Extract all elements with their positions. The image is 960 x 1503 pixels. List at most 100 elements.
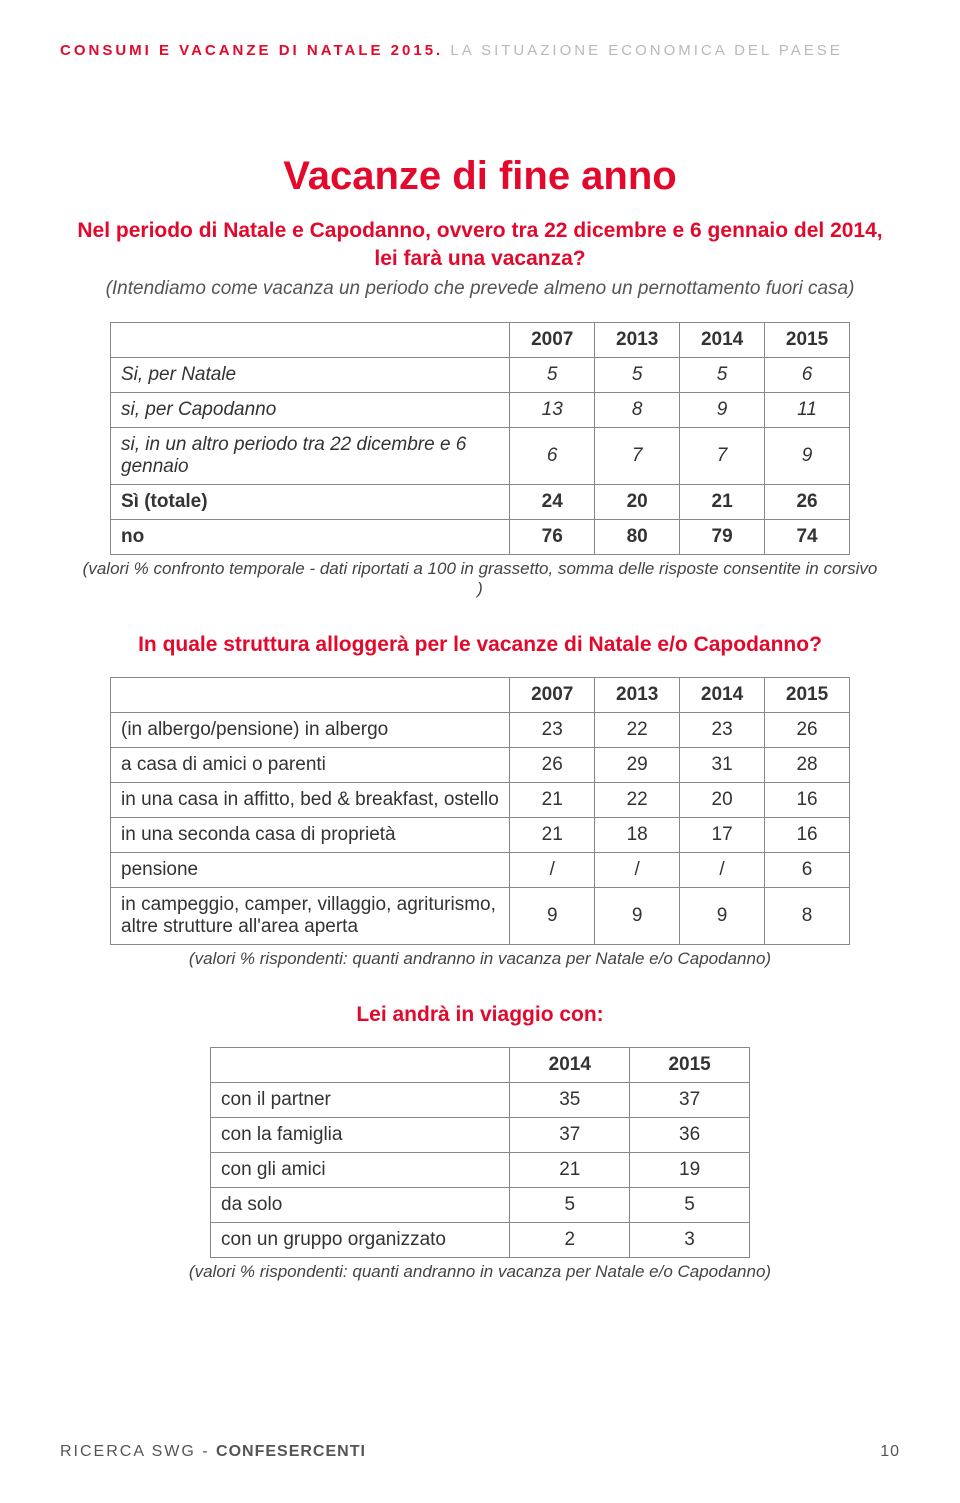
row-label: con la famiglia: [211, 1117, 510, 1152]
row-value: 7: [595, 427, 680, 484]
table-row: in una seconda casa di proprietà21181716: [111, 817, 850, 852]
row-value: 74: [765, 519, 850, 554]
row-value: 22: [595, 712, 680, 747]
question-3: Lei andrà in viaggio con:: [60, 1003, 900, 1027]
row-value: 8: [595, 392, 680, 427]
row-value: 6: [765, 852, 850, 887]
page-header: CONSUMI E VACANZE DI NATALE 2015. LA SIT…: [60, 42, 900, 59]
row-value: 20: [595, 484, 680, 519]
table-header-year: 2013: [595, 677, 680, 712]
table-header-year: 2013: [595, 322, 680, 357]
row-value: 31: [680, 747, 765, 782]
table-header-year: 2015: [630, 1047, 750, 1082]
row-value: 28: [765, 747, 850, 782]
table-header-year: 2007: [510, 322, 595, 357]
table-header-year: 2015: [765, 677, 850, 712]
row-value: /: [510, 852, 595, 887]
table-row: con gli amici2119: [211, 1152, 750, 1187]
header-red: CONSUMI E VACANZE DI NATALE 2015.: [60, 42, 443, 59]
row-value: 29: [595, 747, 680, 782]
row-value: 37: [630, 1082, 750, 1117]
row-value: 18: [595, 817, 680, 852]
table-1-note: (valori % confronto temporale - dati rip…: [60, 559, 900, 599]
row-value: 37: [510, 1117, 630, 1152]
row-label: si, per Capodanno: [111, 392, 510, 427]
row-value: 26: [510, 747, 595, 782]
table-row: in una casa in affitto, bed & breakfast,…: [111, 782, 850, 817]
row-value: 5: [630, 1187, 750, 1222]
row-value: 13: [510, 392, 595, 427]
table-2: 2007201320142015 (in albergo/pensione) i…: [110, 677, 850, 945]
row-label: con gli amici: [211, 1152, 510, 1187]
row-value: 21: [510, 1152, 630, 1187]
row-label: (in albergo/pensione) in albergo: [111, 712, 510, 747]
footer-left-plain: RICERCA SWG -: [60, 1443, 216, 1460]
row-value: 7: [680, 427, 765, 484]
row-value: 5: [510, 357, 595, 392]
table-row: pensione///6: [111, 852, 850, 887]
page-title: Vacanze di fine anno: [60, 154, 900, 199]
row-value: 23: [680, 712, 765, 747]
table-row: da solo55: [211, 1187, 750, 1222]
row-value: 9: [680, 887, 765, 944]
row-value: 3: [630, 1222, 750, 1257]
row-label: pensione: [111, 852, 510, 887]
row-label: con un gruppo organizzato: [211, 1222, 510, 1257]
table-header-year: 2015: [765, 322, 850, 357]
row-label: Sì (totale): [111, 484, 510, 519]
footer-page-number: 10: [880, 1443, 900, 1461]
row-value: 6: [765, 357, 850, 392]
row-label: in campeggio, camper, villaggio, agritur…: [111, 887, 510, 944]
table-3-note: (valori % rispondenti: quanti andranno i…: [60, 1262, 900, 1282]
row-value: 16: [765, 782, 850, 817]
footer-left-bold: CONFESERCENTI: [216, 1443, 366, 1460]
row-value: 24: [510, 484, 595, 519]
row-value: 9: [680, 392, 765, 427]
row-value: 5: [510, 1187, 630, 1222]
table-header-blank: [111, 322, 510, 357]
table-row: si, in un altro periodo tra 22 dicembre …: [111, 427, 850, 484]
table-row: si, per Capodanno138911: [111, 392, 850, 427]
row-value: 21: [510, 782, 595, 817]
table-header-year: 2007: [510, 677, 595, 712]
row-value: 23: [510, 712, 595, 747]
question-1-explain: (Intendiamo come vacanza un periodo che …: [60, 278, 900, 300]
row-value: 35: [510, 1082, 630, 1117]
table-header-blank: [111, 677, 510, 712]
row-value: 16: [765, 817, 850, 852]
row-value: 26: [765, 484, 850, 519]
table-row: con il partner3537: [211, 1082, 750, 1117]
row-label: da solo: [211, 1187, 510, 1222]
table-2-note: (valori % rispondenti: quanti andranno i…: [60, 949, 900, 969]
row-label: si, in un altro periodo tra 22 dicembre …: [111, 427, 510, 484]
header-grey: LA SITUAZIONE ECONOMICA DEL PAESE: [450, 42, 842, 59]
row-label: a casa di amici o parenti: [111, 747, 510, 782]
table-header-year: 2014: [510, 1047, 630, 1082]
table-row: con la famiglia3736: [211, 1117, 750, 1152]
table-1: 2007201320142015 Si, per Natale5556si, p…: [110, 322, 850, 555]
row-label: con il partner: [211, 1082, 510, 1117]
table-row: Si, per Natale5556: [111, 357, 850, 392]
row-value: 9: [510, 887, 595, 944]
row-value: 17: [680, 817, 765, 852]
row-value: 80: [595, 519, 680, 554]
table-row: no76807974: [111, 519, 850, 554]
row-value: 9: [765, 427, 850, 484]
question-2: In quale struttura alloggerà per le vaca…: [60, 633, 900, 657]
table-header-year: 2014: [680, 677, 765, 712]
question-1: Nel periodo di Natale e Capodanno, ovver…: [60, 217, 900, 274]
table-row: in campeggio, camper, villaggio, agritur…: [111, 887, 850, 944]
row-value: /: [595, 852, 680, 887]
table-row: a casa di amici o parenti26293128: [111, 747, 850, 782]
row-label: no: [111, 519, 510, 554]
table-row: Sì (totale)24202126: [111, 484, 850, 519]
row-value: 21: [680, 484, 765, 519]
row-value: 19: [630, 1152, 750, 1187]
row-value: 36: [630, 1117, 750, 1152]
row-value: 9: [595, 887, 680, 944]
table-header-blank: [211, 1047, 510, 1082]
table-row: con un gruppo organizzato23: [211, 1222, 750, 1257]
row-label: Si, per Natale: [111, 357, 510, 392]
row-value: 11: [765, 392, 850, 427]
row-value: /: [680, 852, 765, 887]
